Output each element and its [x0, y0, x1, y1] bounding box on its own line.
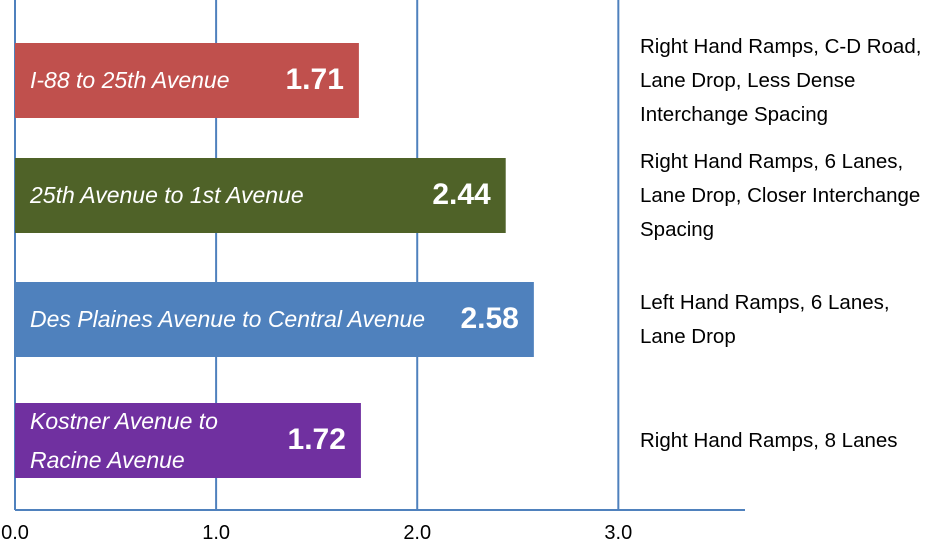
bar — [15, 158, 506, 233]
bar — [15, 403, 361, 478]
x-tick-label: 0.0 — [1, 522, 29, 544]
x-tick-label: 3.0 — [604, 522, 633, 544]
annotation: Right Hand Ramps, 8 Lanes — [640, 428, 898, 452]
annotation: Right Hand Ramps, 6 Lanes, Lane Drop, Cl… — [640, 149, 921, 241]
x-tick-label: 2.0 — [403, 522, 432, 544]
bar-label: Kostner Avenue to Racine Avenue — [30, 407, 218, 473]
bar-label: I-88 to 25th Avenue — [30, 67, 230, 93]
bar-label: Des Plaines Avenue to Central Avenue — [30, 306, 426, 332]
annotation: Left Hand Ramps, 6 Lanes, Lane Drop — [640, 290, 890, 348]
annotation: Right Hand Ramps, C-D Road, Lane Drop, L… — [640, 34, 922, 126]
bar-label: 25th Avenue to 1st Avenue — [30, 182, 304, 208]
bar — [15, 282, 534, 357]
bar — [15, 43, 359, 118]
value-label: 1.71 — [285, 62, 344, 96]
x-tick-label: 1.0 — [202, 522, 231, 544]
value-label: 1.72 — [287, 422, 346, 456]
value-label: 2.44 — [432, 177, 491, 211]
value-label: 2.58 — [460, 301, 519, 335]
